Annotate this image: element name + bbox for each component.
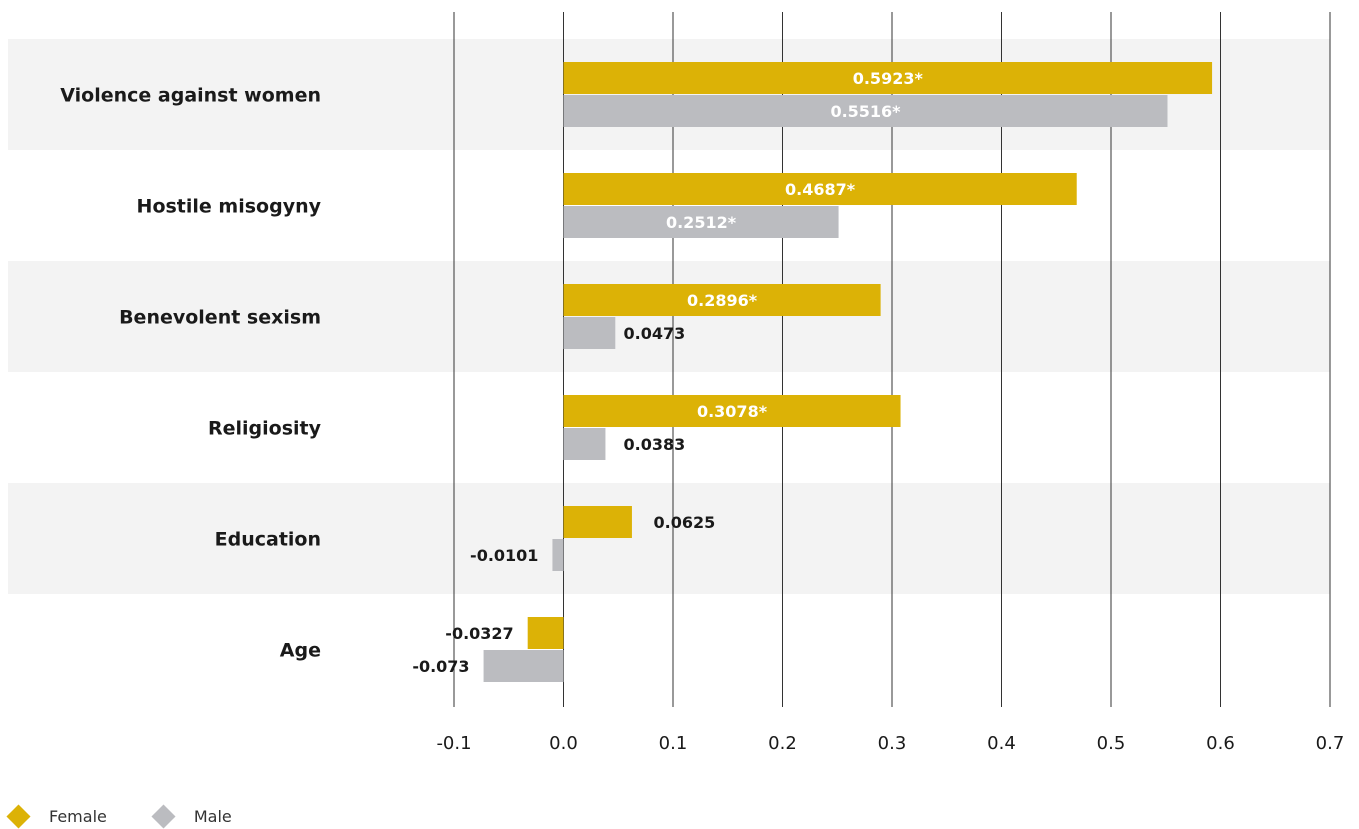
category-label: Education bbox=[215, 529, 321, 551]
legend-item-female: Female bbox=[6, 803, 107, 829]
category-band bbox=[8, 483, 1330, 594]
bar-male bbox=[563, 206, 839, 238]
data-label-male: 0.2512* bbox=[666, 213, 737, 232]
legend-item-male: Male bbox=[151, 803, 232, 829]
data-label-male: 0.0473 bbox=[624, 324, 686, 343]
x-tick-label: -0.1 bbox=[436, 733, 471, 754]
bar-male bbox=[552, 539, 564, 571]
category-label: Benevolent sexism bbox=[119, 307, 321, 329]
category-band bbox=[8, 39, 1330, 150]
legend-label-female: Female bbox=[49, 806, 107, 826]
data-label-female: 0.3078* bbox=[697, 402, 768, 421]
category-label: Age bbox=[280, 640, 321, 662]
data-label-male: -0.073 bbox=[412, 657, 469, 676]
category-band bbox=[8, 261, 1330, 372]
legend: Female Male bbox=[0, 803, 280, 829]
x-tick-label: 0.5 bbox=[1097, 733, 1126, 754]
category-label: Violence against women bbox=[60, 85, 321, 107]
category-label: Religiosity bbox=[208, 418, 322, 440]
x-tick-label: 0.2 bbox=[768, 733, 797, 754]
bar-female bbox=[563, 62, 1213, 94]
x-tick-label: 0.7 bbox=[1316, 733, 1345, 754]
x-tick-label: 0.6 bbox=[1206, 733, 1235, 754]
category-label: Hostile misogyny bbox=[137, 196, 322, 218]
x-tick-label: 0.1 bbox=[659, 733, 688, 754]
data-label-female: -0.0327 bbox=[445, 624, 513, 643]
bar-female bbox=[527, 617, 564, 649]
legend-swatch-female bbox=[6, 803, 31, 829]
bar-female bbox=[563, 395, 901, 427]
data-label-female: 0.2896* bbox=[687, 291, 758, 310]
legend-swatch-male bbox=[151, 803, 176, 829]
data-label-male: -0.0101 bbox=[470, 546, 538, 565]
data-label-female: 0.4687* bbox=[785, 180, 856, 199]
legend-label-male: Male bbox=[193, 806, 232, 826]
bar-chart: Violence against women Hostile misogyny Be… bbox=[8, 12, 1345, 754]
data-label-female: 0.0625 bbox=[654, 513, 716, 532]
x-tick-label: 0.4 bbox=[987, 733, 1016, 754]
bar-male bbox=[483, 650, 564, 682]
bar-female bbox=[563, 284, 881, 316]
bar-female bbox=[563, 506, 632, 538]
bar-male bbox=[563, 428, 606, 460]
x-tick-label: 0.3 bbox=[878, 733, 907, 754]
data-label-female: 0.5923* bbox=[853, 69, 924, 88]
bar-male bbox=[563, 95, 1168, 127]
data-label-male: 0.0383 bbox=[624, 435, 686, 454]
bar-female bbox=[563, 173, 1077, 205]
x-tick-label: 0.0 bbox=[549, 733, 578, 754]
data-label-male: 0.5516* bbox=[830, 102, 901, 121]
bar-male bbox=[563, 317, 616, 349]
